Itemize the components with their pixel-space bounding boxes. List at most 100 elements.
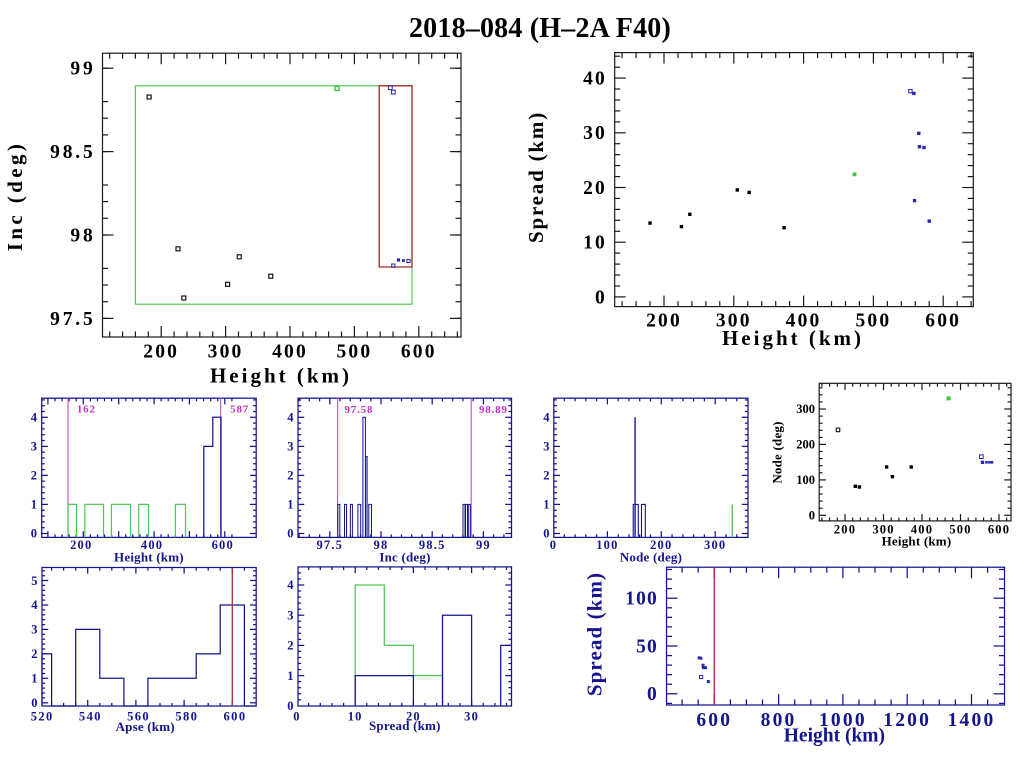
svg-text:98.5: 98.5 <box>50 142 95 163</box>
svg-text:40: 40 <box>583 69 607 90</box>
svg-text:2: 2 <box>287 639 293 653</box>
svg-text:600: 600 <box>224 709 247 723</box>
svg-text:0: 0 <box>550 538 557 552</box>
svg-text:200: 200 <box>143 342 179 363</box>
svg-text:Height (km): Height (km) <box>210 364 352 388</box>
svg-text:97.5: 97.5 <box>316 538 343 552</box>
svg-text:Apse (km): Apse (km) <box>116 719 175 734</box>
svg-text:400: 400 <box>141 538 163 552</box>
svg-text:Node (deg): Node (deg) <box>770 421 785 483</box>
svg-text:4: 4 <box>543 411 550 425</box>
svg-text:0: 0 <box>543 527 549 541</box>
svg-text:200: 200 <box>646 310 682 331</box>
svg-text:520: 520 <box>31 709 54 723</box>
svg-text:0: 0 <box>31 527 37 541</box>
svg-text:97.58: 97.58 <box>345 404 374 416</box>
svg-text:540: 540 <box>79 709 102 723</box>
svg-text:400: 400 <box>911 523 933 537</box>
svg-text:1: 1 <box>543 498 549 512</box>
svg-text:1400: 1400 <box>948 710 996 731</box>
svg-text:0: 0 <box>647 684 658 705</box>
svg-text:Height (km): Height (km) <box>722 326 864 350</box>
svg-text:1: 1 <box>287 669 293 683</box>
svg-text:0: 0 <box>809 509 815 523</box>
svg-text:1000: 1000 <box>819 710 867 731</box>
svg-text:0: 0 <box>293 709 300 723</box>
svg-text:98: 98 <box>374 538 389 552</box>
svg-text:500: 500 <box>336 342 372 363</box>
svg-text:3: 3 <box>31 440 37 454</box>
svg-text:600: 600 <box>988 523 1010 537</box>
svg-text:Spread (km): Spread (km) <box>583 572 607 696</box>
svg-text:4: 4 <box>31 598 38 612</box>
svg-text:300: 300 <box>208 342 244 363</box>
svg-text:3: 3 <box>543 440 549 454</box>
svg-text:100: 100 <box>625 589 658 610</box>
svg-text:10: 10 <box>348 709 363 723</box>
svg-text:600: 600 <box>212 538 234 552</box>
svg-text:1200: 1200 <box>883 710 931 731</box>
svg-text:3: 3 <box>31 623 37 637</box>
svg-text:4: 4 <box>287 578 294 592</box>
svg-text:200: 200 <box>834 523 856 537</box>
svg-text:100: 100 <box>796 473 815 487</box>
svg-text:3: 3 <box>287 440 293 454</box>
svg-text:300: 300 <box>796 402 815 416</box>
svg-text:Height (km): Height (km) <box>882 534 952 549</box>
svg-text:200: 200 <box>796 438 815 452</box>
svg-text:20: 20 <box>583 178 607 199</box>
svg-text:99: 99 <box>70 59 95 80</box>
svg-text:2: 2 <box>31 469 37 483</box>
svg-text:3: 3 <box>287 608 293 622</box>
svg-text:Spread (km): Spread (km) <box>524 111 548 243</box>
svg-text:0: 0 <box>595 287 607 308</box>
svg-text:50: 50 <box>636 636 658 657</box>
svg-text:600: 600 <box>925 310 961 331</box>
svg-text:Inc (deg): Inc (deg) <box>379 549 430 564</box>
svg-text:Node (deg): Node (deg) <box>620 549 682 564</box>
svg-text:2: 2 <box>31 647 37 661</box>
svg-text:600: 600 <box>696 710 732 731</box>
svg-text:800: 800 <box>761 710 797 731</box>
svg-text:98.5: 98.5 <box>419 538 446 552</box>
svg-text:560: 560 <box>127 709 150 723</box>
svg-text:30: 30 <box>464 709 479 723</box>
svg-text:Spread (km): Spread (km) <box>369 718 441 733</box>
svg-text:Height (km): Height (km) <box>784 726 885 747</box>
svg-text:587: 587 <box>230 404 249 416</box>
svg-text:98.89: 98.89 <box>479 404 508 416</box>
svg-text:100: 100 <box>596 538 618 552</box>
svg-text:30: 30 <box>583 123 607 144</box>
svg-text:2: 2 <box>543 469 549 483</box>
svg-text:20: 20 <box>406 709 421 723</box>
svg-text:162: 162 <box>77 404 96 416</box>
svg-text:2: 2 <box>287 469 293 483</box>
svg-text:200: 200 <box>650 538 672 552</box>
svg-text:600: 600 <box>401 342 437 363</box>
svg-text:5: 5 <box>31 574 37 588</box>
svg-text:400: 400 <box>272 342 308 363</box>
svg-text:0: 0 <box>287 699 293 713</box>
svg-text:1: 1 <box>31 498 37 512</box>
svg-text:400: 400 <box>786 310 822 331</box>
svg-text:98: 98 <box>70 225 95 246</box>
svg-text:1: 1 <box>31 672 37 686</box>
svg-text:1: 1 <box>287 498 293 512</box>
svg-text:0: 0 <box>31 696 37 710</box>
svg-text:4: 4 <box>287 411 294 425</box>
svg-text:10: 10 <box>583 233 607 254</box>
svg-text:500: 500 <box>949 523 971 537</box>
svg-text:0: 0 <box>287 527 293 541</box>
svg-text:Height (km): Height (km) <box>114 549 184 564</box>
svg-text:300: 300 <box>716 310 752 331</box>
svg-text:4: 4 <box>31 411 38 425</box>
svg-text:580: 580 <box>175 709 198 723</box>
svg-text:Inc (deg): Inc (deg) <box>3 141 27 252</box>
svg-text:97.5: 97.5 <box>50 309 95 330</box>
svg-text:300: 300 <box>872 523 894 537</box>
svg-text:500: 500 <box>855 310 891 331</box>
svg-text:200: 200 <box>70 538 92 552</box>
svg-text:99: 99 <box>476 538 491 552</box>
svg-text:300: 300 <box>704 538 726 552</box>
svg-text:2018–084 (H–2A F40): 2018–084 (H–2A F40) <box>409 13 671 44</box>
